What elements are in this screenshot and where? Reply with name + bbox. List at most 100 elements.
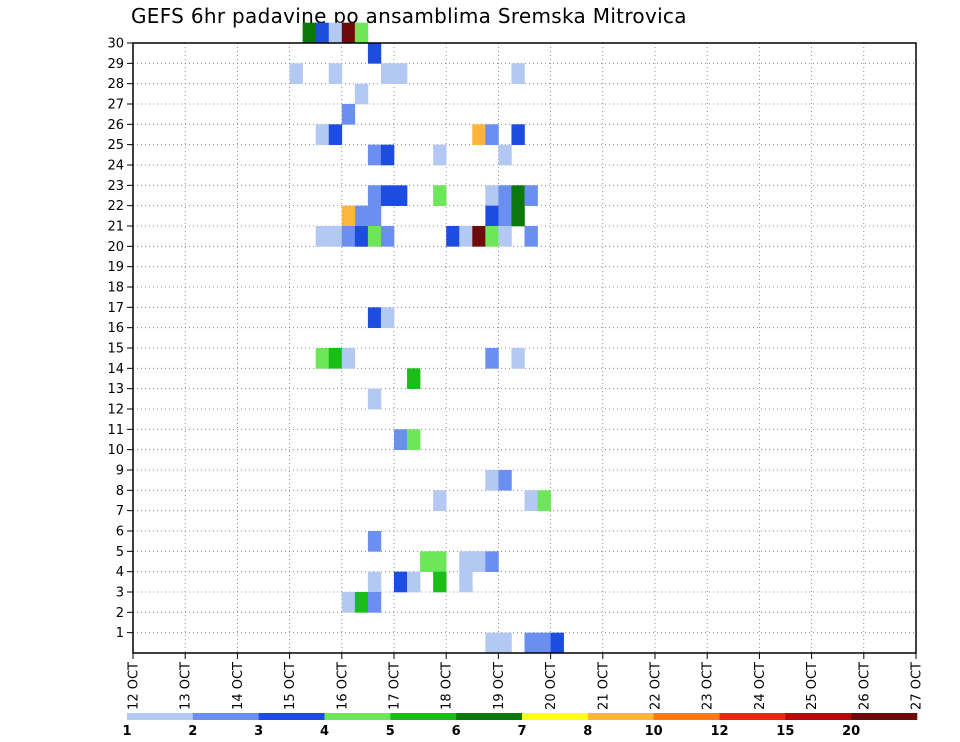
heatmap-cell — [511, 205, 525, 227]
heatmap-cell — [367, 226, 382, 247]
colorbar-swatch — [258, 713, 325, 720]
y-tick-label: 29 — [107, 57, 124, 72]
heatmap-cell — [315, 124, 330, 145]
heatmap-cell — [407, 368, 421, 389]
colorbar-label: 1 — [122, 724, 131, 739]
heatmap-cell — [485, 226, 499, 247]
colorbar-swatch — [785, 713, 852, 720]
heatmap-cell — [302, 22, 316, 44]
heatmap-cell — [459, 226, 473, 247]
heatmap-cell — [550, 632, 564, 654]
heatmap-cell — [472, 226, 486, 247]
x-tick-label: 24 OCT — [753, 662, 768, 710]
heatmap-cell — [367, 531, 382, 552]
colorbar-swatch — [192, 713, 259, 720]
chart-title: GEFS 6hr padavine po ansamblima Sremska … — [131, 4, 687, 28]
x-axis: 12 OCT 13 OCT 14 OCT 15 OCT 16 OCT 17 OCT 18 O… — [127, 653, 925, 710]
y-tick-label: 14 — [107, 362, 124, 377]
heatmap-cell — [354, 22, 369, 44]
x-tick-label: 21 OCT — [596, 662, 611, 710]
heatmap-cell — [472, 124, 486, 145]
heatmap-cell — [354, 83, 369, 105]
heatmap-cell — [380, 226, 395, 247]
heatmap-cell — [341, 348, 356, 369]
y-tick-label: 15 — [107, 342, 124, 357]
x-tick-label: 25 OCT — [805, 662, 820, 710]
colorbar-swatch — [719, 713, 786, 720]
y-tick-label: 25 — [107, 138, 124, 153]
y-tick-label: 11 — [107, 423, 124, 438]
y-tick-label: 19 — [107, 260, 124, 275]
heatmap-cell — [394, 63, 408, 84]
heatmap-cell — [498, 144, 512, 166]
heatmap-cell — [485, 348, 499, 369]
y-tick-label: 23 — [107, 179, 124, 194]
heatmap-cell — [394, 571, 408, 593]
heatmap-cell — [315, 226, 330, 247]
heatmap-cell — [328, 348, 343, 369]
y-axis: 1234567891011121314151617181920212223242… — [107, 37, 133, 641]
heatmap-cell — [459, 551, 473, 572]
heatmap-cell — [459, 571, 473, 593]
x-tick-label: 26 OCT — [857, 662, 872, 710]
heatmap-cell — [367, 388, 382, 410]
y-tick-label: 16 — [107, 321, 124, 336]
heatmap-cell — [315, 22, 330, 44]
y-tick-label: 5 — [116, 545, 124, 560]
heatmap-cell — [341, 104, 356, 125]
colorbar-swatch — [324, 713, 391, 720]
heatmap-cell — [394, 185, 408, 206]
heatmap-cell — [537, 490, 551, 511]
y-tick-label: 3 — [116, 586, 124, 601]
heatmap-cell — [472, 551, 486, 572]
heatmap-cell — [328, 63, 343, 84]
heatmap-cell — [524, 226, 538, 247]
y-tick-label: 17 — [107, 301, 124, 316]
heatmap-cell — [367, 185, 382, 206]
x-tick-label: 14 OCT — [231, 662, 246, 710]
y-tick-label: 2 — [116, 606, 124, 621]
y-tick-label: 8 — [116, 484, 124, 499]
colorbar-swatch — [522, 713, 589, 720]
heatmap-cell — [328, 124, 343, 145]
heatmap-cell — [433, 571, 447, 593]
colorbar-swatch — [851, 713, 918, 720]
heatmap-cell — [328, 226, 343, 247]
heatmap-cell — [446, 226, 460, 247]
heatmap-cell — [367, 571, 382, 593]
heatmap-cell — [511, 124, 525, 145]
colorbar-label: 7 — [517, 724, 526, 739]
heatmap-cell — [498, 185, 512, 206]
heatmap-cell — [354, 592, 369, 613]
heatmap-cell — [394, 429, 408, 450]
x-tick-label: 18 OCT — [440, 662, 455, 710]
y-tick-label: 9 — [116, 464, 124, 479]
heatmap-cell — [511, 185, 525, 206]
heatmap-cell — [354, 226, 369, 247]
heatmap-cell — [433, 490, 447, 511]
heatmap-cell — [485, 124, 499, 145]
colorbar-label: 8 — [583, 724, 592, 739]
grid-lines — [133, 43, 916, 653]
colorbar-swatch — [127, 713, 194, 720]
colorbar-label: 6 — [452, 724, 461, 739]
heatmap-cell — [367, 144, 382, 166]
y-tick-label: 24 — [107, 159, 124, 174]
y-tick-label: 21 — [107, 220, 124, 235]
x-tick-label: 17 OCT — [388, 662, 403, 710]
heatmap-cells — [289, 22, 564, 654]
heatmap-cell — [380, 63, 395, 84]
heatmap-cell — [524, 490, 538, 511]
heatmap-cell — [433, 551, 447, 572]
y-tick-label: 6 — [116, 525, 124, 540]
y-tick-label: 1 — [116, 626, 124, 641]
x-tick-label: 12 OCT — [127, 662, 142, 710]
x-tick-label: 27 OCT — [910, 662, 925, 710]
colorbar-label: 5 — [386, 724, 395, 739]
heatmap-cell — [380, 144, 395, 166]
colorbar-swatch — [456, 713, 523, 720]
heatmap-cell — [341, 226, 356, 247]
colorbar-label: 4 — [320, 724, 329, 739]
y-tick-label: 7 — [116, 504, 124, 519]
heatmap-cell — [354, 205, 369, 227]
